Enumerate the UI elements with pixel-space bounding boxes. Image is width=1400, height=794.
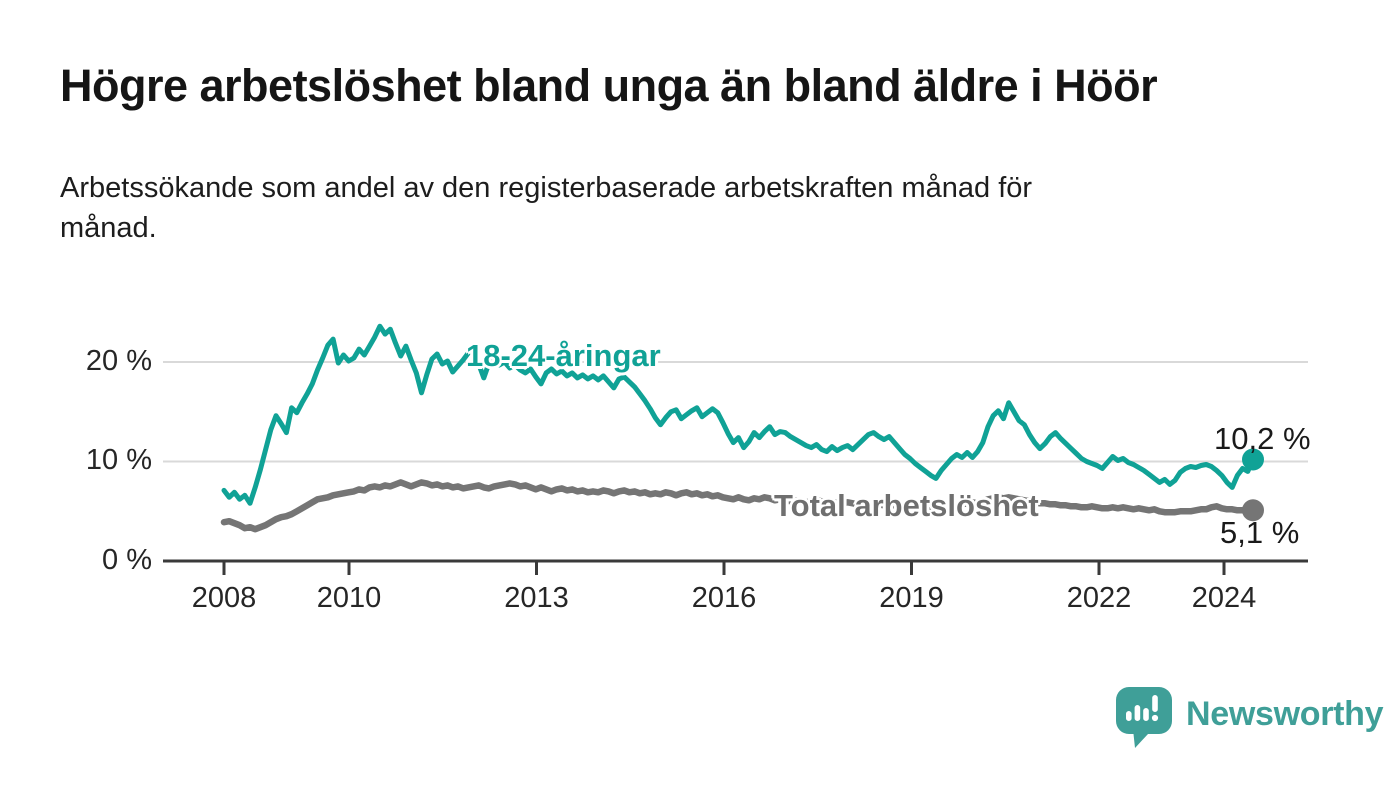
series-label-total: Total arbetslöshet (774, 488, 1039, 523)
subtitle-line-1: Arbetssökande som andel av den registerb… (60, 172, 1033, 204)
page-title: Högre arbetslöshet bland unga än bland ä… (60, 60, 1158, 111)
y-axis-label-0: 0 % (102, 543, 152, 576)
newsworthy-logo: Newsworthy (1116, 686, 1384, 750)
x-axis-label-2022: 2022 (1066, 582, 1132, 614)
subtitle-line-2: månad. (60, 212, 157, 244)
end-value-label-18-24: 10,2 % (1214, 421, 1311, 456)
x-axis-label-2010: 2010 (316, 582, 382, 614)
x-axis-label-2013: 2013 (504, 582, 569, 614)
x-axis-label-2024: 2024 (1191, 582, 1257, 614)
x-axis-label-2019: 2019 (879, 582, 944, 614)
y-axis-label-10: 10 % (85, 443, 152, 476)
y-axis-label-20: 20 % (85, 344, 152, 377)
end-value-label-total: 5,1 % (1220, 515, 1300, 550)
series-label-18-24: 18-24-åringar (466, 338, 661, 373)
newsworthy-logo-text: Newsworthy (1186, 695, 1384, 733)
series-line-total (220, 479, 1257, 533)
x-axis-label-2008: 2008 (191, 582, 257, 614)
series-line-18-24 (221, 323, 1256, 506)
end-dot-18-24 (1242, 448, 1264, 471)
newsworthy-speech-bubble-bar-chart-icon (1116, 687, 1172, 748)
end-dot-total (1242, 499, 1264, 522)
x-axis-label-2016: 2016 (691, 582, 757, 614)
